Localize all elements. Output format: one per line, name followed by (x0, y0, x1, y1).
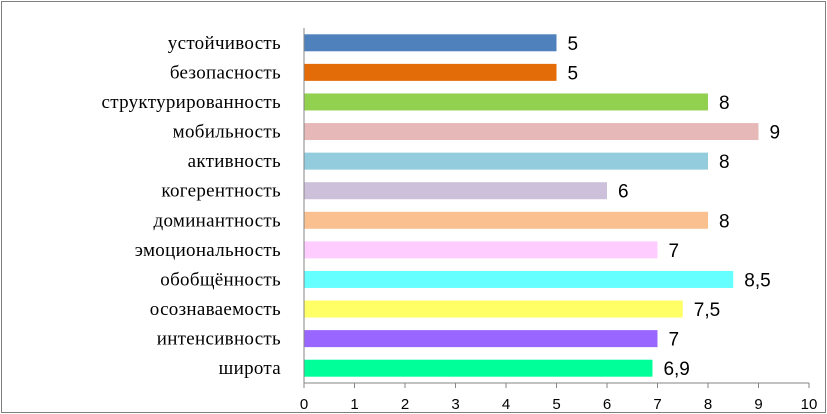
value-label: 7 (669, 241, 680, 262)
bar (304, 152, 708, 170)
x-tick-label: 3 (451, 396, 459, 413)
x-tick-label: 1 (350, 396, 358, 413)
x-tick-label: 8 (704, 396, 712, 413)
category-label: осознаваемость (150, 299, 281, 320)
category-label: активность (188, 151, 281, 172)
x-tick-label: 9 (754, 396, 762, 413)
bar (304, 359, 653, 377)
x-tick-label: 10 (801, 396, 818, 413)
bar (304, 123, 759, 141)
x-tick-label: 5 (552, 396, 560, 413)
value-label: 5 (568, 63, 579, 84)
bar (304, 63, 557, 81)
x-tick-label: 2 (401, 396, 409, 413)
value-label: 6 (618, 182, 629, 203)
x-tick-label: 0 (300, 396, 308, 413)
category-label: обобщённость (160, 269, 281, 290)
value-label: 7 (669, 330, 680, 351)
bar (304, 300, 683, 318)
x-tick-label: 4 (502, 396, 510, 413)
bar (304, 34, 557, 52)
value-label: 6,9 (663, 359, 689, 380)
category-label: когерентность (161, 181, 281, 202)
x-tick-label: 6 (603, 396, 611, 413)
bar (304, 93, 708, 111)
value-label: 8 (719, 152, 730, 173)
value-label: 8,5 (744, 270, 770, 291)
bar (304, 182, 607, 200)
category-label: доминантность (153, 210, 281, 231)
category-label: широта (219, 358, 282, 379)
category-label: мобильность (173, 122, 281, 143)
category-label: структурированность (102, 92, 282, 113)
value-label: 8 (719, 211, 730, 232)
category-label: устойчивость (168, 33, 281, 54)
value-label: 9 (770, 123, 781, 144)
bar (304, 211, 708, 229)
value-label: 8 (719, 93, 730, 114)
bar (304, 270, 734, 288)
category-label: безопасность (170, 62, 281, 83)
category-label: эмоциональность (135, 240, 281, 261)
value-label: 5 (568, 34, 579, 55)
bar (304, 330, 658, 348)
bar (304, 241, 658, 259)
x-tick-label: 7 (653, 396, 661, 413)
category-label: интенсивность (157, 329, 281, 350)
value-label: 7,5 (694, 300, 720, 321)
